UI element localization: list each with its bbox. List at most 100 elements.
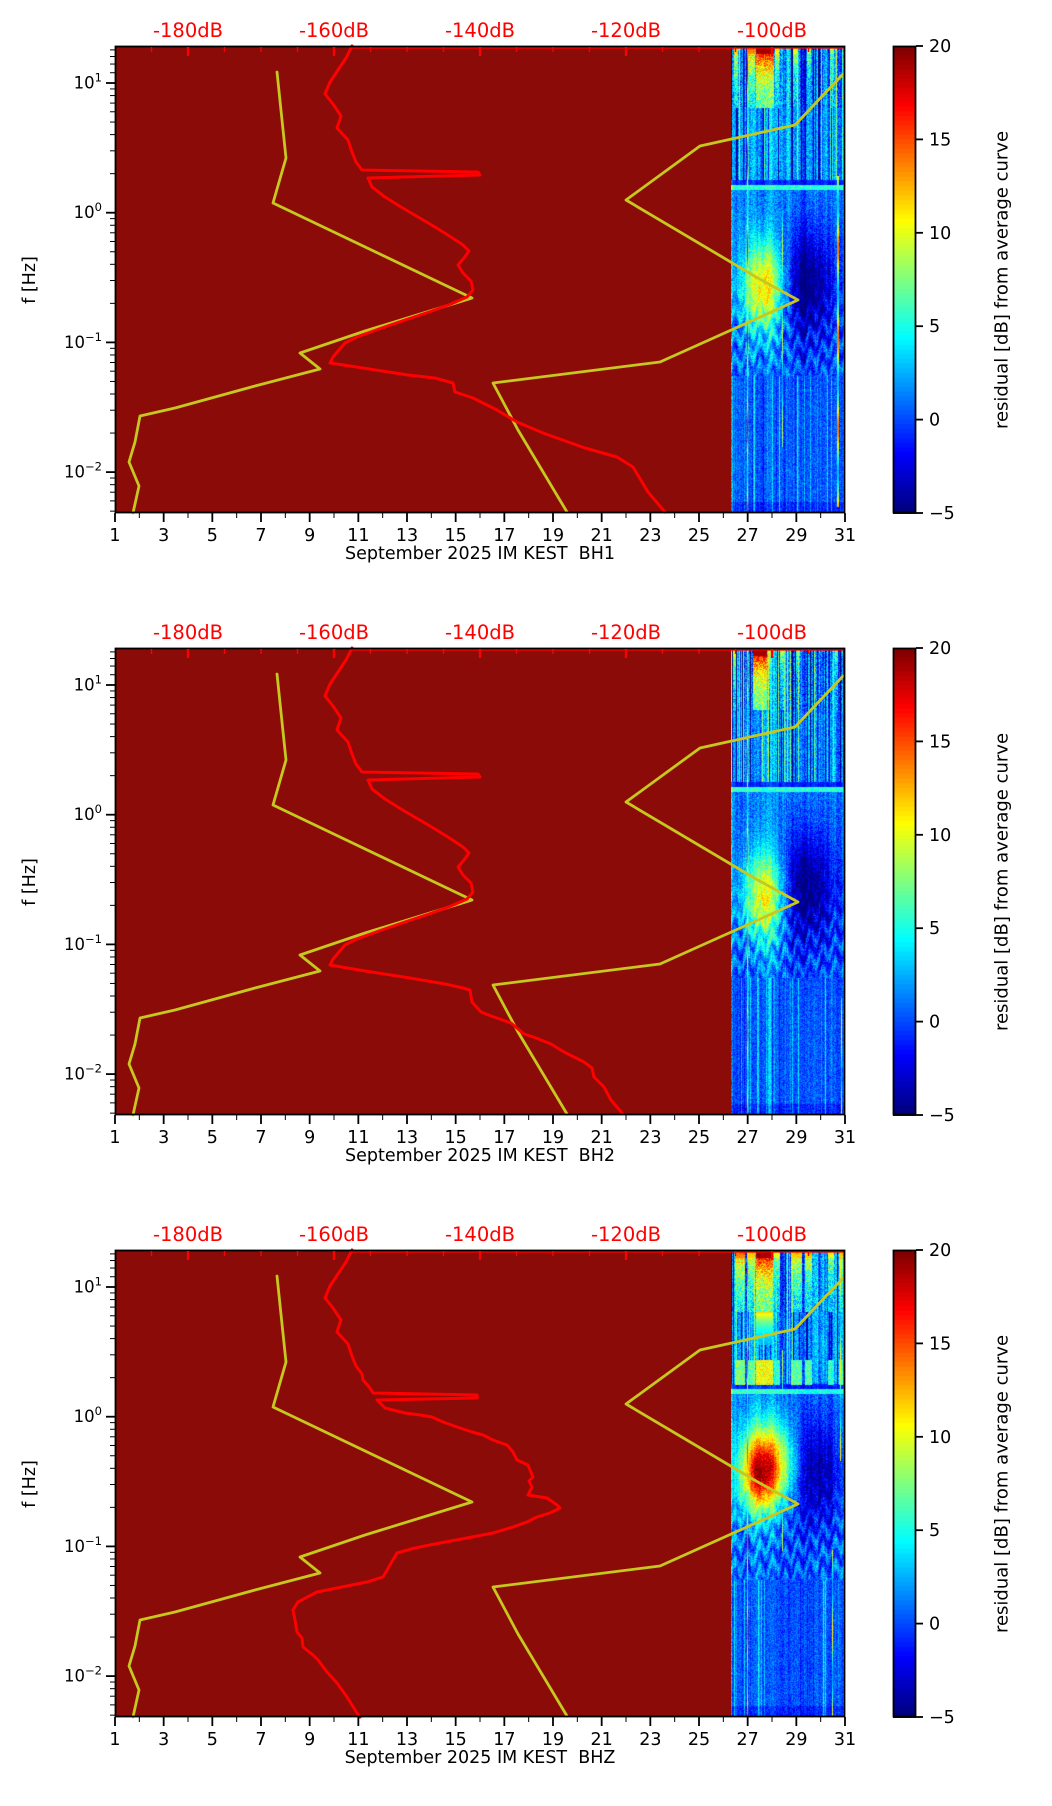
colorbar-gradient-step: [893, 69, 916, 76]
colorbar-gradient-step: [893, 1338, 916, 1345]
top-axis-label: -120dB: [591, 1223, 661, 1246]
colorbar-frame: [892, 647, 917, 1116]
x-tick-label: 17: [493, 526, 515, 546]
colorbar-gradient-step: [893, 769, 916, 776]
x-axis-ticks: [114, 513, 846, 522]
x-tick-label: 13: [396, 526, 418, 546]
x-tick-label: 23: [639, 1128, 661, 1148]
top-axis-label: -160dB: [299, 19, 369, 42]
colorbar-gradient-step: [893, 1394, 916, 1401]
colorbar-gradient-step: [893, 489, 916, 496]
colorbar-gradient-step: [893, 1539, 916, 1546]
colorbar-gradient-step: [893, 130, 916, 136]
colorbar-gradient-step: [893, 1072, 916, 1079]
colorbar-gradient-step: [893, 1049, 916, 1056]
colorbar-gradient-step: [893, 377, 916, 384]
plot-frame: [114, 647, 846, 1116]
colorbar-gradient-step: [893, 1324, 916, 1331]
spectrogram-canvas: [731, 648, 845, 1115]
x-tick-label: 29: [785, 526, 807, 546]
colorbar-gradient-step: [893, 102, 916, 108]
x-tick-label: 3: [158, 1730, 169, 1750]
colorbar-gradient-step: [893, 1674, 916, 1681]
colorbar-gradient-step: [893, 1366, 916, 1373]
colorbar-gradient-step: [893, 839, 916, 846]
colorbar-tick-label: 5: [929, 317, 940, 337]
y-tick-label: 10−1: [64, 932, 102, 954]
colorbar-gradient-step: [893, 904, 916, 911]
colorbar-gradient-step: [893, 1432, 916, 1438]
x-tick-label: 5: [207, 1730, 218, 1750]
colorbar-gradient-step: [893, 204, 916, 211]
colorbar-gradient-step: [893, 97, 916, 104]
x-tick-label: 11: [347, 526, 369, 546]
colorbar-gradient-step: [893, 1404, 916, 1410]
colorbar-gradient-step: [893, 1352, 916, 1359]
x-tick-label: 25: [688, 1128, 710, 1148]
colorbar-gradient-step: [893, 951, 916, 958]
top-axis-label: -140dB: [445, 19, 515, 42]
colorbar-gradient-step: [893, 788, 916, 794]
colorbar-gradient-step: [893, 1618, 916, 1625]
top-axis-label: -120dB: [591, 19, 661, 42]
x-tick-label: 23: [639, 1730, 661, 1750]
colorbar-gradient-step: [893, 708, 916, 715]
colorbar-gradient-step: [893, 125, 916, 132]
colorbar-gradient-step: [893, 732, 916, 738]
colorbar-gradient-step: [893, 503, 916, 510]
colorbar-gradient-step: [893, 956, 916, 962]
colorbar-gradient-step: [893, 1035, 916, 1042]
colorbar-gradient-step: [893, 181, 916, 188]
x-tick-label: 3: [158, 1128, 169, 1148]
colorbar-gradient-step: [893, 1427, 916, 1434]
colorbar-gradient-step: [893, 694, 916, 701]
colorbar-tick-label: 0: [929, 411, 940, 431]
colorbar-gradient-step: [893, 83, 916, 90]
x-tick-label: 27: [737, 526, 759, 546]
colorbar-gradient-step: [893, 1576, 916, 1583]
colorbar-gradient-step: [893, 1670, 916, 1676]
colorbar-gradient-step: [893, 391, 916, 398]
colorbar-gradient-step: [893, 993, 916, 1000]
top-axis-label: -180dB: [153, 621, 223, 644]
colorbar-gradient-step: [893, 1497, 916, 1504]
colorbar-gradient-step: [893, 1530, 916, 1536]
colorbar-gradient-step: [893, 895, 916, 902]
colorbar-gradient-step: [893, 1511, 916, 1518]
colorbar-gradient-step: [893, 1609, 916, 1616]
x-tick-label: 1: [109, 526, 120, 546]
colorbar-gradient-step: [893, 144, 916, 150]
colorbar-gradient-step: [893, 1446, 916, 1452]
x-tick-label: 11: [347, 1730, 369, 1750]
colorbar-gradient-step: [893, 1684, 916, 1690]
colorbar-gradient-step: [893, 1329, 916, 1336]
colorbar-gradient-step: [893, 340, 916, 346]
colorbar-gradient-step: [893, 1007, 916, 1014]
colorbar-gradient-step: [893, 1259, 916, 1266]
colorbar-gradient-step: [893, 1082, 916, 1088]
colorbar-gradient-step: [893, 218, 916, 225]
x-tick-label: 15: [445, 1128, 467, 1148]
colorbar-gradient-step: [893, 312, 916, 318]
colorbar-gradient-step: [893, 195, 916, 202]
colorbar-gradient-step: [893, 382, 916, 388]
colorbar-gradient-step: [893, 1688, 916, 1695]
colorbar-gradient-step: [893, 853, 916, 860]
colorbar-gradient-step: [893, 1441, 916, 1448]
colorbar-gradient-step: [893, 1525, 916, 1532]
colorbar-gradient-step: [893, 1478, 916, 1485]
y-axis-ticks: [106, 49, 115, 512]
x-tick-label: 31: [834, 1730, 856, 1750]
colorbar-gradient-step: [893, 223, 916, 230]
x-tick-label: 9: [304, 1730, 315, 1750]
colorbar-gradient-step: [893, 475, 916, 482]
colorbar-gradient-step: [893, 414, 916, 421]
colorbar-gradient-step: [893, 349, 916, 356]
colorbar-tick-label: 20: [929, 639, 951, 659]
colorbar-gradient-step: [893, 190, 916, 197]
colorbar-gradient-step: [893, 92, 916, 99]
colorbar-gradient-step: [893, 1464, 916, 1471]
colorbar-tick-label: 15: [929, 732, 951, 752]
colorbar-gradient-step: [893, 494, 916, 500]
